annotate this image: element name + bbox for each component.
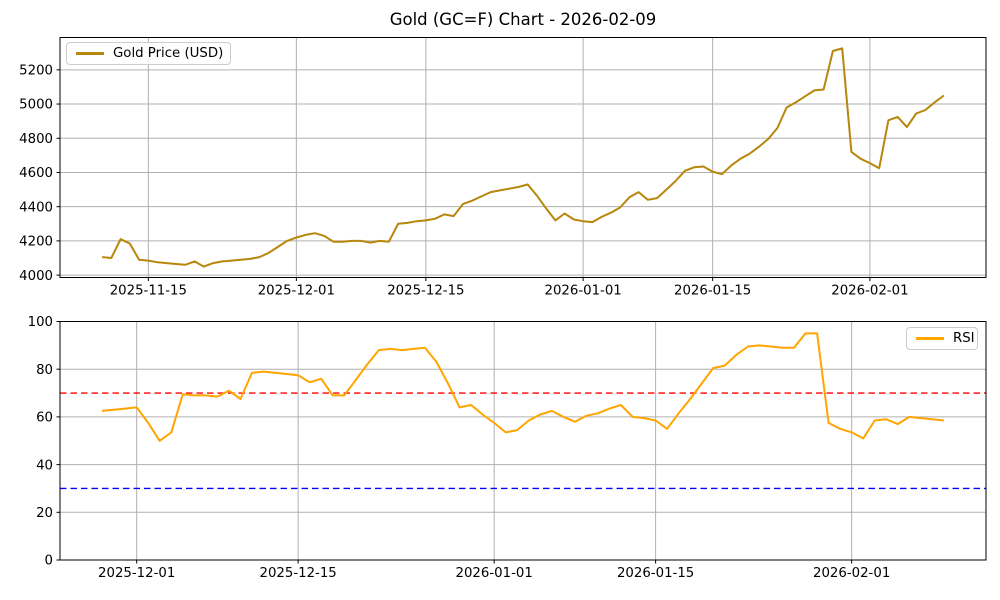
y-tick-label: 5000: [19, 98, 53, 113]
x-tick-label: 2025-12-01: [98, 566, 175, 581]
rsi-line: [101, 332, 945, 442]
gold-line-sample: [76, 52, 104, 55]
legend-rsi-label: RSI: [953, 331, 975, 346]
y-tick-label: 0: [45, 554, 53, 569]
y-tick-label: 4400: [19, 200, 53, 215]
rsi-chart: 2025-12-01 2025-12-15 2026-01-01 2026-01-15…: [28, 315, 987, 581]
x-tick-label: 2026-01-15: [617, 566, 694, 581]
x-tick-label: 2025-12-15: [259, 566, 336, 581]
x-tick-label: 2026-02-01: [831, 284, 908, 299]
x-tick-label: 2025-12-15: [387, 284, 464, 299]
x-tick-label: 2026-02-01: [813, 566, 890, 581]
y-tick-label: 4000: [19, 269, 53, 284]
chart-title: Gold (GC=F) Chart - 2026-02-09: [389, 10, 657, 29]
legend-gold-price-label: Gold Price (USD): [113, 46, 224, 61]
x-tick-label: 2026-01-01: [456, 566, 533, 581]
y-tick-label: 60: [36, 411, 53, 426]
y-tick-label: 100: [28, 315, 53, 330]
rsi-line-sample: [916, 337, 944, 340]
y-tick-label: 4600: [19, 166, 53, 181]
legend-rsi: RSI: [906, 327, 978, 350]
y-tick-label: 20: [36, 506, 53, 521]
y-tick-label: 80: [36, 363, 53, 378]
gold-price-usd-line: [102, 47, 945, 268]
y-tick-label: 40: [36, 458, 53, 473]
legend-gold-price: Gold Price (USD): [66, 42, 231, 65]
y-tick-label: 4800: [19, 132, 53, 147]
x-tick-label: 2025-11-15: [110, 284, 187, 299]
y-tick-label: 4200: [19, 235, 53, 250]
x-tick-label: 2026-01-15: [674, 284, 751, 299]
x-tick-label: 2025-12-01: [258, 284, 335, 299]
y-tick-label: 5200: [19, 64, 53, 79]
plot-border: [59, 37, 987, 278]
price-chart: 2025-11-15 2025-12-01 2025-12-15 2026-01-01…: [19, 37, 987, 299]
x-tick-label: 2026-01-01: [544, 284, 621, 299]
plot-border: [59, 321, 987, 561]
